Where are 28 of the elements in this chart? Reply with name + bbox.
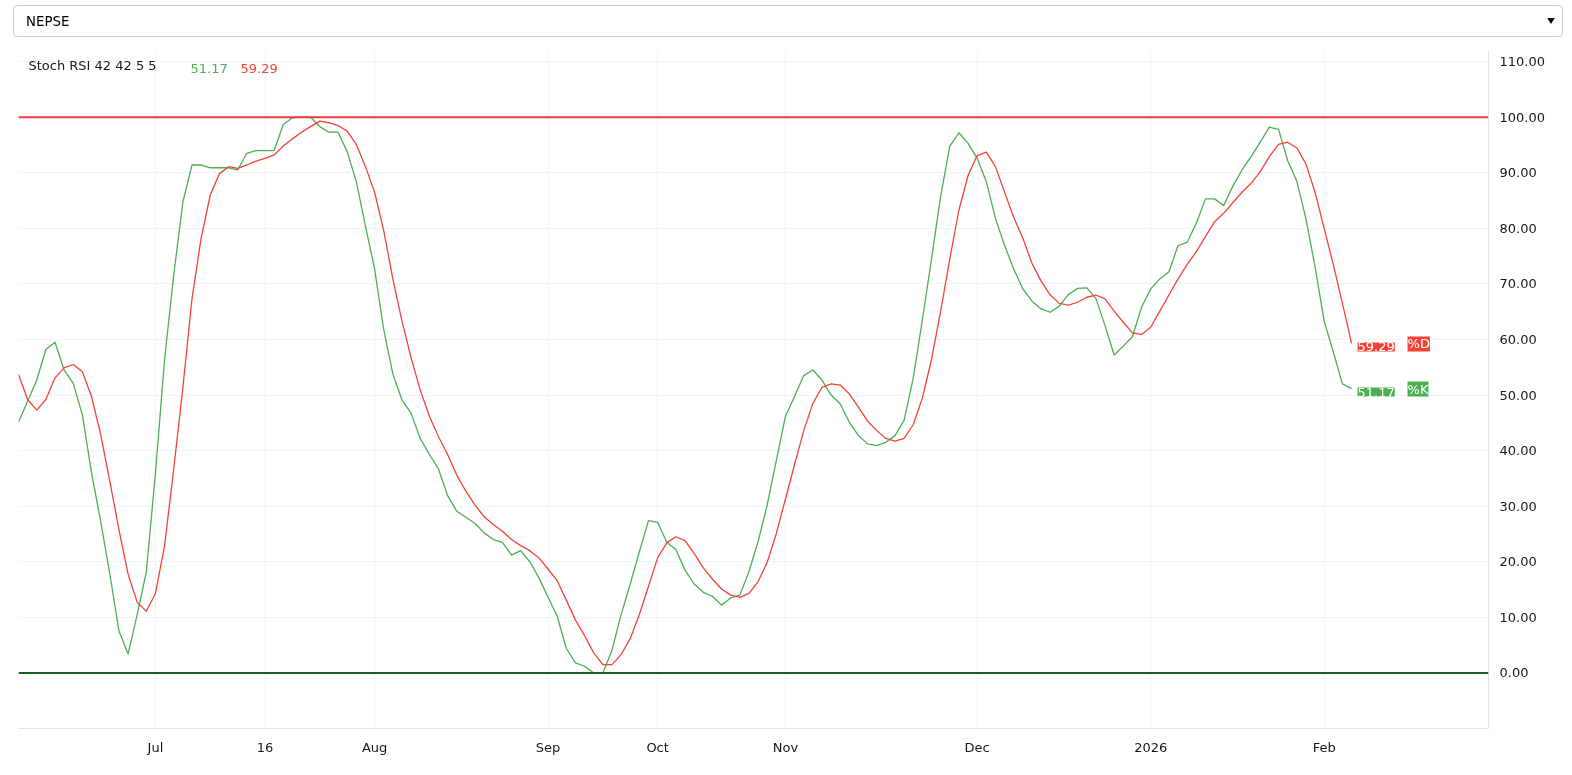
chart-title: NEPSE bbox=[13, 5, 1563, 37]
x-tick-label: Aug bbox=[361, 739, 388, 755]
y-tick-label: 80.00 bbox=[1499, 220, 1537, 236]
x-tick-label: 2026 bbox=[1134, 739, 1168, 755]
y-tick-label: 20.00 bbox=[1499, 554, 1537, 570]
y-tick-label: 0.00 bbox=[1499, 665, 1529, 681]
x-tick-label: Nov bbox=[772, 739, 799, 755]
text: 51.17 bbox=[190, 60, 228, 76]
legend-label: %D bbox=[1407, 336, 1430, 352]
y-tick-label: 50.00 bbox=[1499, 387, 1537, 403]
data-label: 59.29 bbox=[1357, 339, 1395, 355]
x-tick-label: Oct bbox=[646, 739, 669, 755]
x-tick-label: Dec bbox=[964, 739, 990, 755]
text: 59.29 bbox=[240, 60, 278, 76]
y-tick-label: 30.00 bbox=[1499, 498, 1537, 514]
x-tick-label: Feb bbox=[1312, 739, 1336, 755]
x-tick-label: 16 bbox=[256, 739, 274, 755]
data-label: 51.17 bbox=[1357, 384, 1395, 400]
text: Stoch RSI 42 42 5 5 bbox=[28, 57, 157, 73]
y-tick-label: 40.00 bbox=[1499, 443, 1537, 459]
y-tick-label: 70.00 bbox=[1499, 276, 1537, 292]
x-tick-label: Jul bbox=[146, 739, 164, 755]
x-tick-label: Sep bbox=[535, 739, 561, 755]
y-tick-label: 60.00 bbox=[1499, 331, 1537, 347]
y-tick-label: 10.00 bbox=[1499, 609, 1537, 625]
y-tick-label: 110.00 bbox=[1499, 54, 1545, 70]
y-tick-label: 100.00 bbox=[1499, 109, 1545, 125]
y-tick-label: 90.00 bbox=[1499, 165, 1537, 181]
